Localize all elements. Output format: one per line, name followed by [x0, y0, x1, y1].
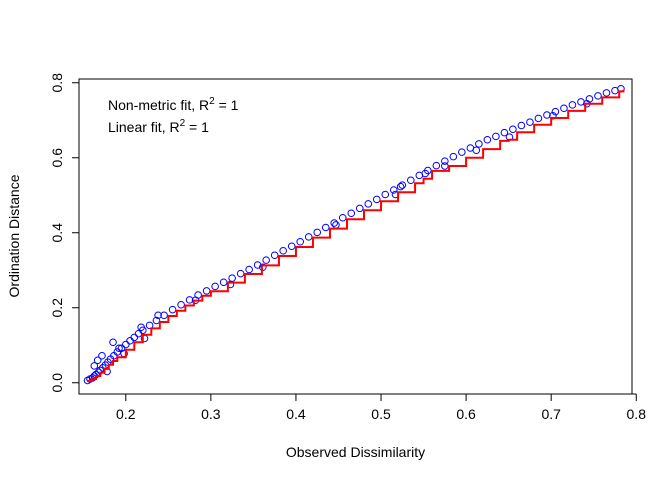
data-point — [219, 278, 228, 287]
data-point — [236, 269, 245, 278]
data-point — [130, 333, 139, 342]
data-point — [475, 140, 483, 148]
x-axis-label: Observed Dissimilarity — [286, 444, 425, 460]
data-point — [458, 148, 466, 156]
data-point — [396, 182, 405, 191]
data-point — [177, 300, 185, 309]
data-point — [262, 256, 270, 264]
data-point — [245, 265, 253, 274]
data-point — [355, 204, 364, 213]
data-point — [99, 363, 107, 372]
data-point — [98, 351, 106, 360]
y-axis-label: Ordination Distance — [6, 174, 22, 297]
data-point — [113, 348, 122, 356]
x-tick-label: 0.6 — [456, 406, 476, 422]
data-point — [279, 246, 287, 255]
data-point — [330, 219, 339, 227]
legend-entry-linear: Linear fit, R2 = 1 — [108, 118, 209, 135]
x-tick-label: 0.7 — [541, 406, 561, 422]
data-point — [202, 287, 211, 295]
legend-nonmetric-sup: 2 — [209, 96, 215, 107]
data-point — [543, 111, 551, 119]
data-point — [389, 186, 398, 194]
data-point — [602, 89, 611, 97]
data-point — [313, 228, 322, 237]
data-point — [121, 340, 130, 349]
data-point — [449, 152, 458, 161]
data-point — [560, 104, 568, 113]
data-point — [152, 316, 161, 325]
data-point — [594, 92, 602, 100]
data-point — [321, 223, 330, 232]
data-point — [228, 274, 236, 282]
legend-entry-nonmetric: Non-metric fit, R2 = 1 — [108, 96, 239, 113]
data-point — [526, 118, 534, 126]
legend-linear-prefix: Linear fit, R — [108, 119, 180, 135]
data-point — [115, 344, 123, 353]
data-point — [364, 200, 373, 208]
data-point — [304, 233, 313, 241]
data-point — [137, 323, 145, 332]
y-tick-label: 0.8 — [49, 73, 65, 93]
y-axis: 0.0 0.2 0.4 0.6 0.8 — [49, 73, 80, 393]
legend-nonmetric-suffix: = 1 — [215, 97, 239, 113]
data-point — [441, 162, 449, 170]
data-point — [432, 161, 441, 170]
fit-line-layer — [87, 89, 625, 382]
y-tick-label: 0.0 — [49, 373, 65, 393]
data-point — [551, 107, 560, 116]
y-tick-label: 0.6 — [49, 148, 65, 168]
data-point — [347, 209, 356, 218]
data-point — [332, 221, 340, 229]
data-point — [492, 132, 500, 141]
data-point — [441, 157, 449, 165]
data-point — [93, 356, 102, 365]
x-axis: 0.2 0.3 0.4 0.5 0.6 0.7 0.8 — [116, 393, 647, 422]
y-tick-label: 0.4 — [49, 223, 65, 243]
data-point — [126, 336, 134, 345]
y-tick-label: 0.2 — [49, 298, 65, 318]
data-point — [381, 190, 390, 199]
data-point — [134, 329, 143, 338]
x-tick-label: 0.8 — [627, 406, 647, 422]
x-tick-label: 0.2 — [116, 406, 136, 422]
data-point — [270, 251, 279, 260]
x-tick-label: 0.4 — [286, 406, 306, 422]
data-point — [549, 111, 557, 120]
data-point — [472, 146, 481, 155]
data-point — [483, 135, 492, 144]
legend-linear-sup: 2 — [180, 118, 186, 129]
legend-linear-suffix: = 1 — [185, 119, 209, 135]
data-point — [517, 121, 526, 130]
data-point — [338, 213, 347, 222]
legend-nonmetric-prefix: Non-metric fit, R — [108, 97, 209, 113]
data-point — [500, 128, 509, 137]
data-point — [568, 101, 577, 109]
data-point — [296, 237, 305, 246]
data-point — [145, 321, 154, 330]
fit-line — [87, 89, 625, 382]
data-point — [154, 311, 162, 320]
data-point — [421, 169, 430, 178]
data-point — [398, 181, 407, 189]
data-point — [534, 114, 543, 123]
data-point — [287, 242, 296, 251]
data-point — [90, 362, 99, 370]
data-point — [509, 125, 517, 134]
data-point — [109, 338, 117, 347]
x-tick-label: 0.3 — [201, 406, 221, 422]
x-tick-label: 0.5 — [371, 406, 391, 422]
data-point — [407, 176, 415, 185]
legend: Non-metric fit, R2 = 1 Linear fit, R2 = … — [108, 96, 239, 135]
data-point — [168, 305, 177, 314]
data-point — [372, 195, 381, 204]
data-point — [211, 282, 219, 291]
